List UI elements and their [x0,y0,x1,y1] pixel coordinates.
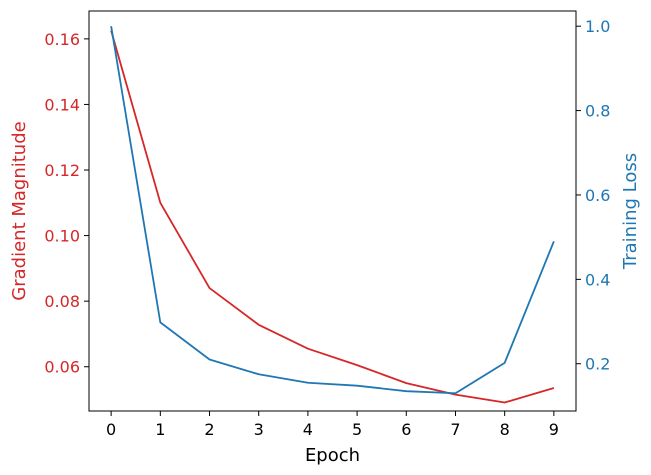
training-loss-line [110,26,555,395]
plot-area-frame [88,10,577,412]
x-tick-label: 2 [204,420,214,439]
x-tick-label: 8 [500,420,510,439]
right-y-tick-label: 0.6 [585,186,610,205]
x-tick-label: 6 [401,420,411,439]
left-y-tick-label: 0.14 [44,95,80,114]
right-axis-title: Training Loss [620,153,641,270]
series-layer [110,26,555,404]
x-axis-title: Epoch [305,445,360,466]
right-y-axis: 0.2 0.4 0.6 0.8 1.0 [576,17,610,374]
x-tick-label: 0 [106,420,116,439]
left-y-axis: 0.06 0.08 0.10 0.12 0.14 0.16 [44,30,89,377]
x-tick-label: 3 [254,420,264,439]
left-y-tick-label: 0.16 [44,30,80,49]
x-tick-label: 4 [303,420,313,439]
right-y-tick-label: 0.2 [585,355,610,374]
x-tick-label: 9 [549,420,559,439]
gradient-magnitude-line [110,30,555,404]
right-y-tick-label: 0.8 [585,102,610,121]
left-y-tick-label: 0.10 [44,227,80,246]
x-tick-label: 1 [155,420,165,439]
left-y-tick-label: 0.12 [44,161,80,180]
right-y-tick-label: 0.4 [585,270,610,289]
x-tick-label: 7 [450,420,460,439]
right-y-tick-label: 1.0 [585,17,610,36]
x-axis: 0 1 2 3 4 5 6 7 8 9 [106,411,559,439]
left-y-tick-label: 0.06 [44,358,80,377]
x-tick-label: 5 [352,420,362,439]
left-axis-title: Gradient Magnitude [9,121,30,300]
left-y-tick-label: 0.08 [44,292,80,311]
